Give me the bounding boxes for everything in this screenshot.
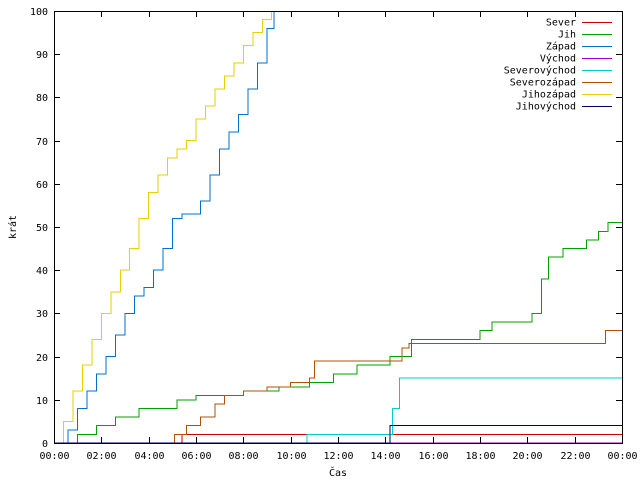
legend-label-8: Jihovýchod (516, 101, 576, 113)
series-line-6 (54, 330, 622, 444)
x-tick-label: 22:00 (560, 451, 590, 462)
series-line-2 (54, 222, 622, 444)
x-tick-label: 00:00 (607, 451, 637, 462)
y-axis-label: krát (7, 215, 19, 239)
y-tick-label: 100 (30, 7, 48, 18)
legend-label-2: Jih (558, 30, 576, 41)
x-tick-label: 04:00 (134, 451, 164, 462)
y-tick-label: 60 (36, 180, 48, 191)
x-tick-label: 10:00 (276, 451, 306, 462)
legend: SeverJihZápadVýchodSeverovýchodSeverozáp… (504, 18, 612, 113)
x-tick-label: 16:00 (418, 451, 448, 462)
legend-label-5: Severovýchod (504, 65, 576, 77)
x-tick-label: 14:00 (370, 451, 400, 462)
legend-label-7: Jihozápad (522, 89, 576, 101)
y-tick-label: 50 (36, 223, 48, 234)
x-tick-label: 06:00 (181, 451, 211, 462)
legend-label-1: Sever (546, 18, 576, 29)
x-tick-label: 00:00 (39, 451, 69, 462)
series-line-7 (54, 11, 273, 444)
y-tick-label: 80 (36, 93, 48, 104)
y-tick-label: 0 (42, 439, 48, 450)
series-line-3 (54, 11, 275, 444)
x-tick-label: 08:00 (228, 451, 258, 462)
x-tick-label: 02:00 (86, 451, 116, 462)
x-tick-label: 18:00 (465, 451, 495, 462)
x-tick-label: 20:00 (512, 451, 542, 462)
x-axis-label: Čas (329, 466, 347, 479)
y-tick-label: 10 (36, 396, 48, 407)
y-tick-label: 90 (36, 50, 48, 61)
tick-layer: 00:00 02:00 04:00 06:00 08:00 10:00 12:00 14:00… (30, 7, 638, 462)
legend-label-3: Západ (546, 41, 576, 53)
y-tick-label: 20 (36, 353, 48, 364)
legend-label-6: Severozápad (510, 77, 576, 89)
y-tick-label: 40 (36, 266, 48, 277)
y-tick-label: 30 (36, 309, 48, 320)
y-tick-label: 70 (36, 137, 48, 148)
legend-label-4: Východ (540, 53, 576, 65)
x-tick-label: 12:00 (323, 451, 353, 462)
